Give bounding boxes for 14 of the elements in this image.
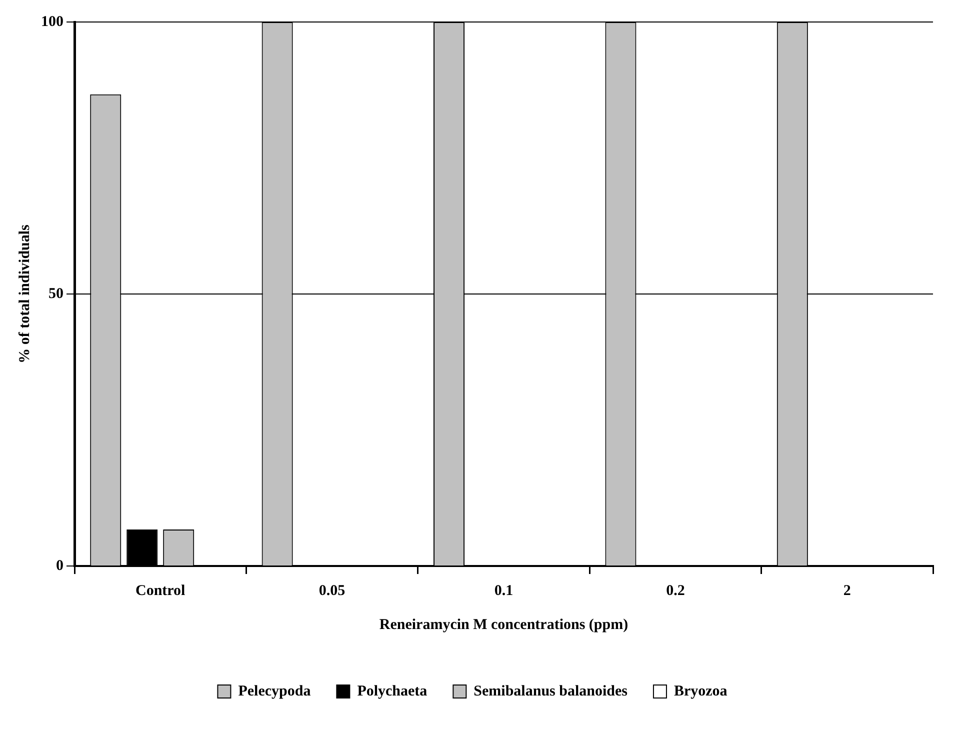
legend-label: Polychaeta	[357, 683, 428, 700]
y-tick-label: 0	[56, 558, 64, 574]
x-tick-label: 0.2	[666, 582, 685, 599]
x-tick-label: 2	[843, 582, 851, 599]
y-axis-title: % of total individuals	[16, 224, 33, 364]
x-tick-label: Control	[135, 582, 186, 599]
x-tick-label: 0.1	[494, 582, 514, 599]
y-tick-label: 50	[48, 286, 64, 302]
legend-label: Bryozoa	[674, 683, 728, 700]
legend-label: Pelecypoda	[238, 683, 312, 700]
x-tick-label: 0.05	[318, 582, 346, 599]
legend-label: Semibalanus balanoides	[474, 683, 628, 700]
x-axis-title: Reneiramycin M concentrations (ppm)	[379, 616, 628, 633]
y-tick-label: 100	[41, 14, 64, 30]
